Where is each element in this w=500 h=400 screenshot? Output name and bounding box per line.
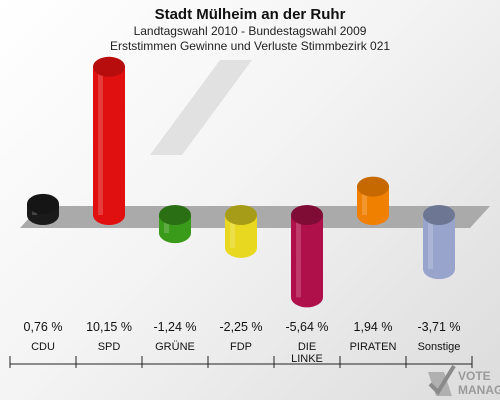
bar-highlight-spd <box>98 66 103 215</box>
vote-manager-logo: VOTE MANAGER <box>428 364 500 397</box>
chart-subtitle-2: Erststimmen Gewinne und Verluste Stimmbe… <box>110 39 390 53</box>
ballot-check-icon <box>428 364 456 396</box>
category-label-piraten: PIRATEN <box>350 341 397 353</box>
value-label-spd: 10,15 % <box>86 320 132 334</box>
value-labels: 0,76 % 10,15 % -1,24 % -2,25 % -5,64 % 1,94 %… <box>24 320 461 334</box>
category-label-sonstige: Sonstige <box>418 341 461 353</box>
value-label-gr-ne: -1,24 % <box>153 320 196 334</box>
value-label-cdu: 0,76 % <box>24 320 63 334</box>
value-label-piraten: 1,94 % <box>354 320 393 334</box>
bar-cdu <box>27 193 59 225</box>
value-label-sonstige: -3,71 % <box>417 320 460 334</box>
bar-body-die-linke <box>291 215 323 308</box>
bar-die-linke <box>291 205 323 308</box>
category-label-die-linke-line-1: DIE <box>298 341 316 353</box>
bar-cap-fdp <box>225 205 257 225</box>
bar-cap-sonstige <box>423 205 455 225</box>
bar-highlight-die-linke <box>296 215 301 298</box>
baseline-shadow <box>150 60 252 155</box>
category-label-cdu: CDU <box>31 341 55 353</box>
bar-body-spd <box>93 66 125 225</box>
bar-cap-spd <box>93 56 125 77</box>
bar-sonstige <box>423 205 455 280</box>
bar-highlight-sonstige <box>428 215 433 270</box>
value-label-fdp: -2,25 % <box>219 320 262 334</box>
logo-line-1: VOTE <box>458 369 491 383</box>
bar-body-piraten <box>357 186 389 225</box>
bar-cap-die-linke <box>291 205 323 225</box>
bar-spd <box>93 56 125 225</box>
category-axis <box>9 356 473 368</box>
chart-subtitle-1: Landtagswahl 2010 - Bundestagswahl 2009 <box>134 24 367 38</box>
bar-fdp <box>225 205 257 258</box>
bar-highlight-fdp <box>230 215 235 248</box>
category-label-gr-ne: GRÜNE <box>155 341 195 353</box>
bar-body-fdp <box>225 215 257 258</box>
bar-gr-ne <box>159 205 191 244</box>
category-label-spd: SPD <box>98 341 121 353</box>
bar-piraten <box>357 176 389 225</box>
bar-highlight-piraten <box>362 186 367 215</box>
category-label-die-linke-line-2: LINKE <box>291 353 323 365</box>
bar-cap-gr-ne <box>159 205 191 225</box>
logo-line-2: MANAGER <box>458 383 500 397</box>
chart-title: Stadt Mülheim an der Ruhr <box>155 6 346 23</box>
bars <box>27 56 455 308</box>
value-label-die-linke: -5,64 % <box>285 320 328 334</box>
bar-cap-piraten <box>357 176 389 197</box>
bar-body-sonstige <box>423 215 455 280</box>
bar-cap-cdu <box>27 193 59 214</box>
category-label-fdp: FDP <box>230 341 252 353</box>
bar-highlight-gr-ne <box>164 215 169 234</box>
